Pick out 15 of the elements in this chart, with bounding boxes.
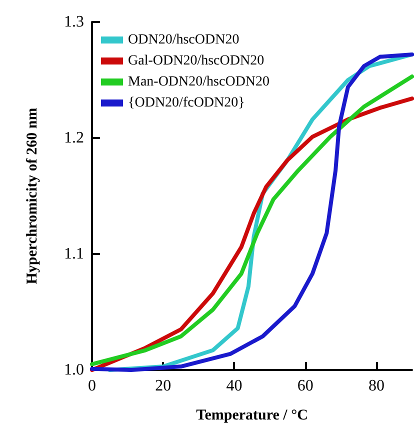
legend-label: Man-ODN20/hscODN20 bbox=[128, 74, 270, 90]
x-tick-label: 60 bbox=[297, 378, 314, 394]
x-tick-label: 0 bbox=[88, 378, 96, 394]
x-tick-label: 80 bbox=[368, 378, 384, 394]
y-tick-label: 1.3 bbox=[64, 14, 84, 30]
y-tick-label: 1.1 bbox=[64, 246, 84, 262]
y-axis-title: Hyperchromicity of 260 nm bbox=[24, 107, 40, 284]
legend-label: ODN20/hscODN20 bbox=[128, 32, 240, 48]
x-tick-label: 20 bbox=[155, 378, 172, 394]
y-tick-label: 1.2 bbox=[64, 130, 84, 146]
legend-label: Gal-ODN20/hscODN20 bbox=[128, 54, 264, 68]
x-tick-label: 40 bbox=[226, 378, 242, 394]
legend-label: {ODN20/fcODN20} bbox=[128, 96, 245, 110]
x-axis-title: Temperature / °C bbox=[196, 408, 308, 424]
y-tick-label: 1.0 bbox=[64, 362, 84, 378]
